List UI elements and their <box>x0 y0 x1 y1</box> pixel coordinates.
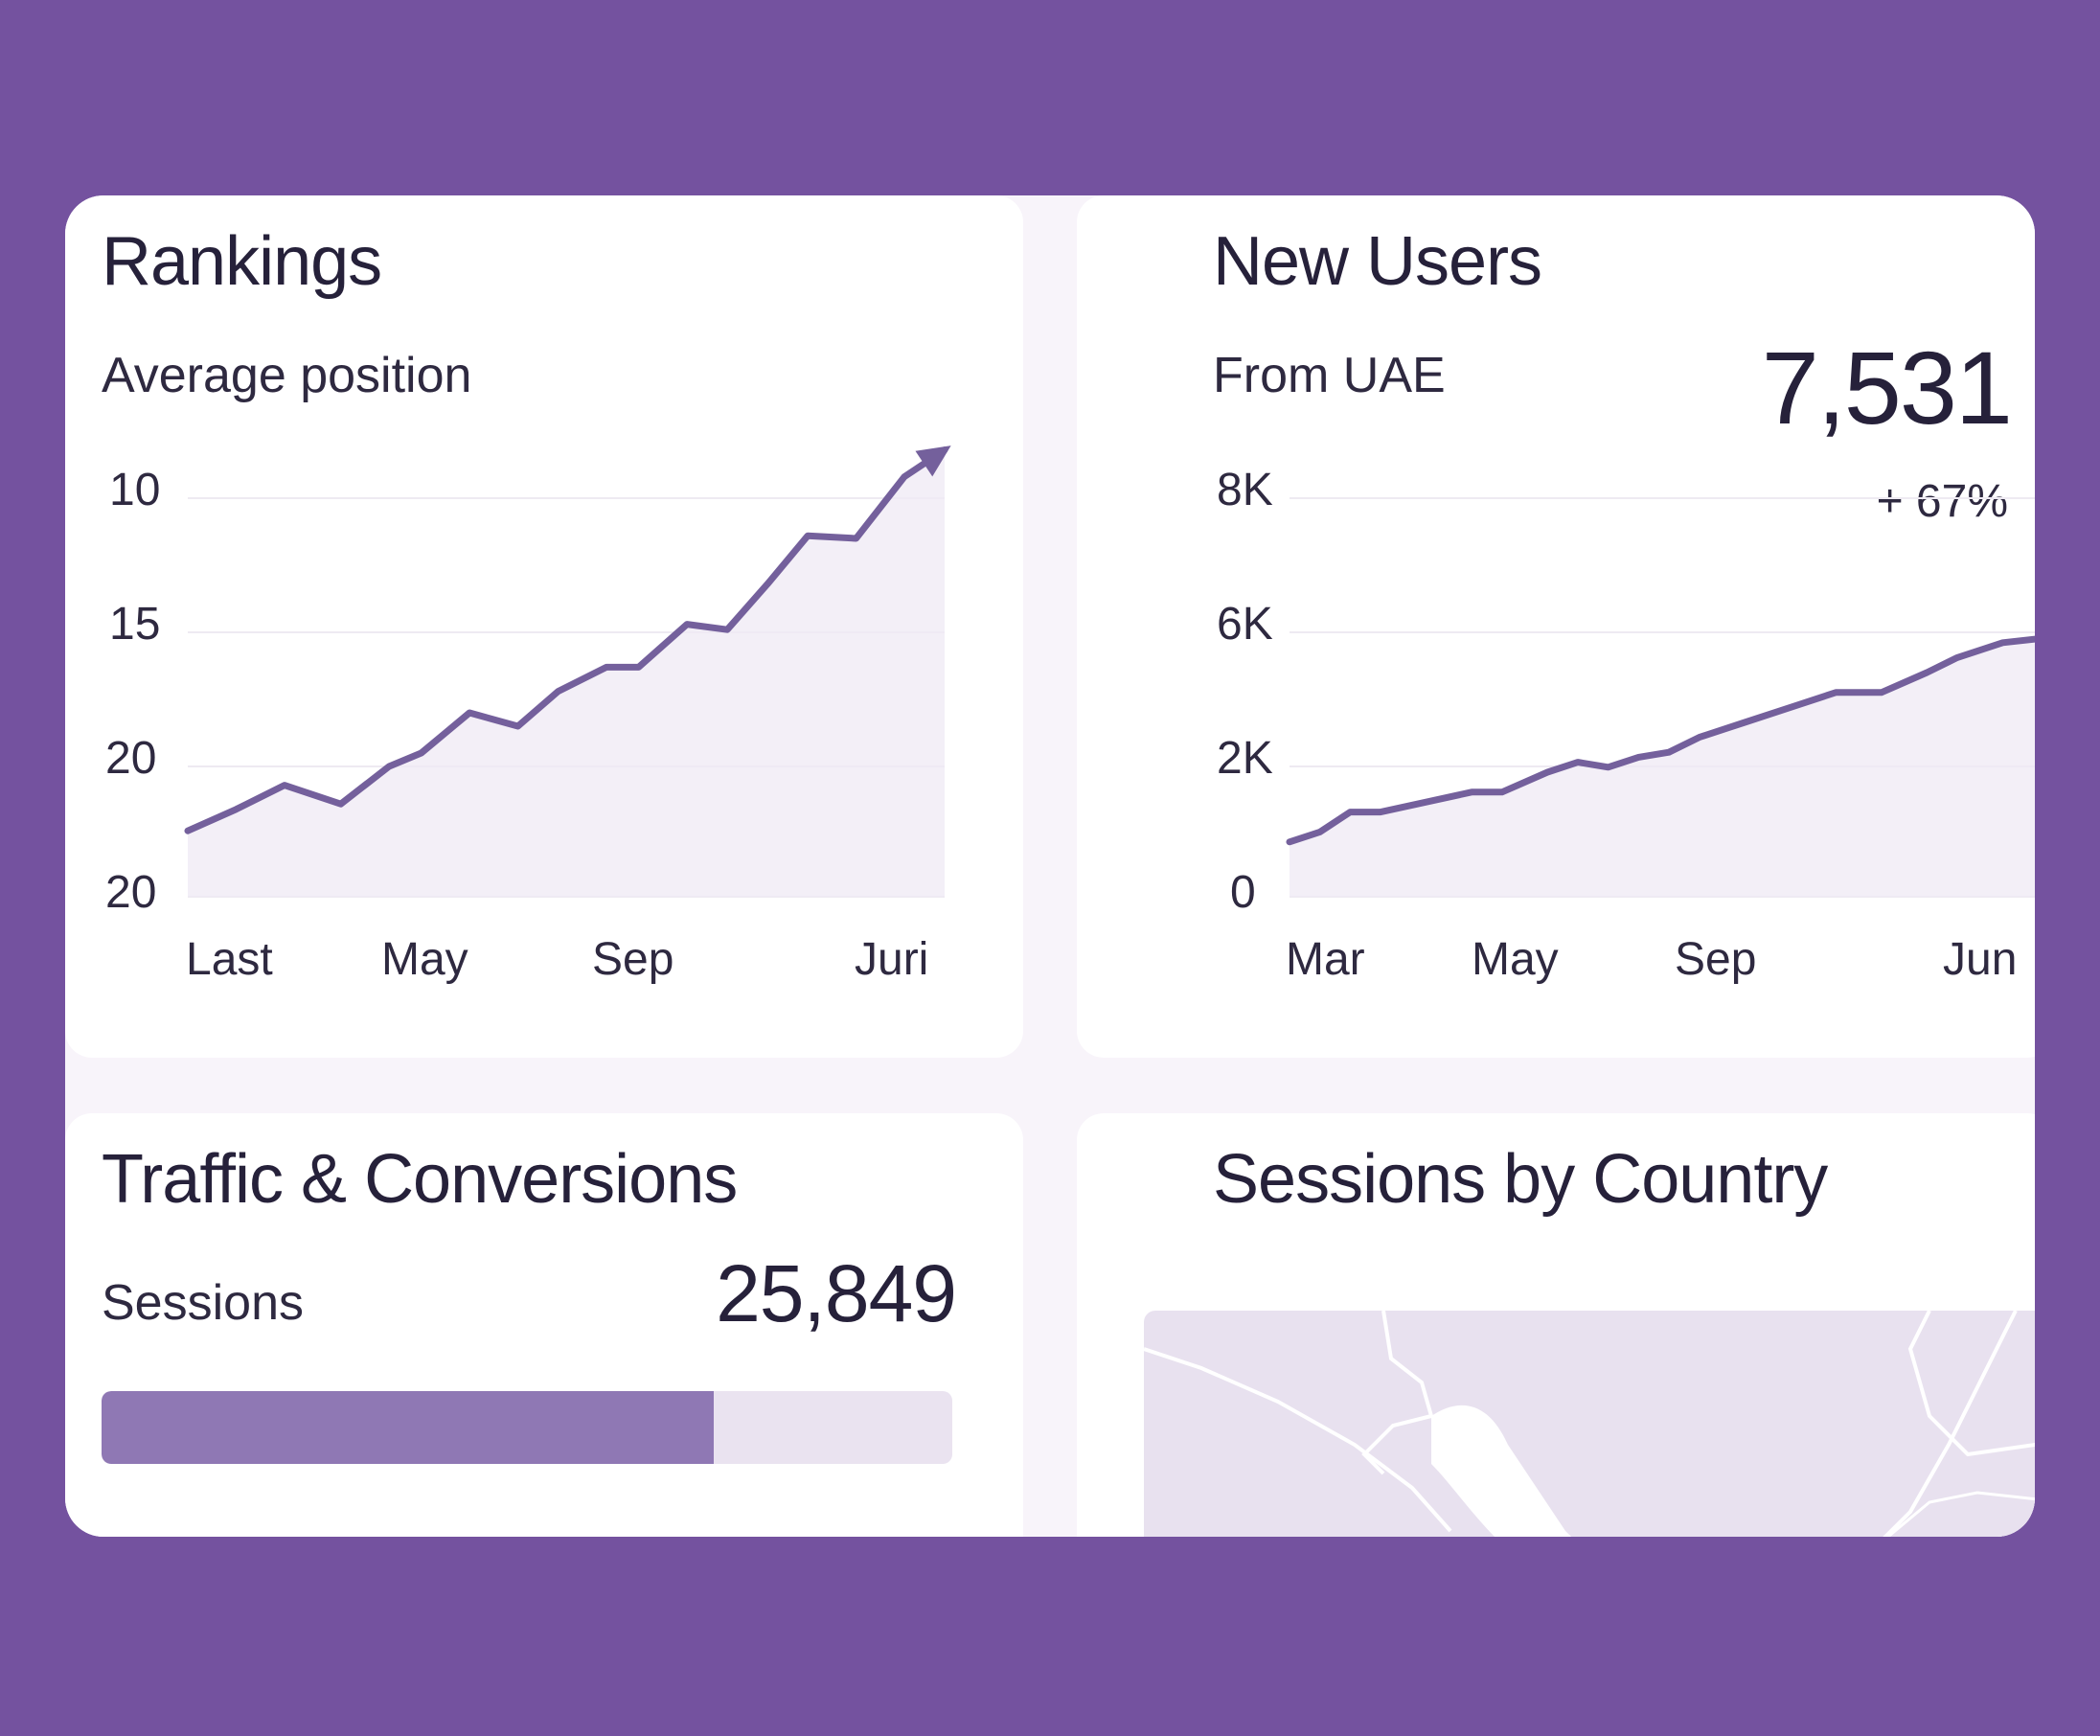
rankings-y-tick: 15 <box>109 599 161 650</box>
traffic-card[interactable]: Traffic & Conversions Sessions 25,849 <box>65 1113 1023 1537</box>
rankings-y-tick: 10 <box>109 465 161 515</box>
new-users-point <box>1469 788 1475 795</box>
new-users-point <box>1605 764 1611 770</box>
rankings-point <box>902 473 907 480</box>
map-shapes <box>1144 1311 2035 1537</box>
new-users-y-tick: 0 <box>1230 867 1256 918</box>
new-users-x-tick: Mar <box>1286 934 1365 985</box>
new-users-x-tick: Sep <box>1675 934 1757 985</box>
dashboard-frame: Rankings Average position 10 15 20 20 La… <box>65 195 2035 1537</box>
rankings-point <box>635 664 642 671</box>
new-users-y-tick: 6K <box>1217 599 1273 650</box>
rankings-point <box>185 828 191 834</box>
rankings-y-tick: 20 <box>105 867 157 918</box>
new-users-point <box>1316 829 1323 835</box>
new-users-point <box>1347 809 1354 815</box>
sessions-by-country-card[interactable]: Sessions by Country <box>1077 1113 2035 1537</box>
rankings-point <box>467 710 473 716</box>
rankings-x-tick: May <box>381 934 468 985</box>
rankings-title: Rankings <box>102 223 382 300</box>
rankings-point <box>604 664 609 671</box>
new-users-delta: + 67% <box>1876 476 2008 527</box>
new-users-point <box>1423 799 1429 806</box>
rankings-point <box>514 723 521 729</box>
rankings-point <box>765 581 771 587</box>
new-users-point <box>1635 754 1642 761</box>
new-users-x-tick: May <box>1472 934 1559 985</box>
new-users-subtitle: From UAE <box>1213 348 1446 403</box>
new-users-y-tick: 8K <box>1217 465 1273 515</box>
new-users-point <box>1833 689 1839 696</box>
new-users-title: New Users <box>1213 223 1542 300</box>
country-map[interactable] <box>1144 1311 2035 1537</box>
rankings-point <box>386 764 393 769</box>
map-border-line <box>1885 1491 2035 1537</box>
sessions-value: 25,849 <box>716 1248 957 1338</box>
new-users-point <box>1878 689 1884 696</box>
new-users-point <box>1544 769 1551 775</box>
rankings-point <box>684 621 691 628</box>
new-users-point <box>1666 749 1672 756</box>
rankings-area <box>188 449 945 897</box>
sessions-by-country-title: Sessions by Country <box>1213 1141 1828 1218</box>
map-border-line <box>1907 1311 2035 1457</box>
new-users-point <box>1575 759 1581 765</box>
new-users-point <box>1924 670 1930 675</box>
map-border-line <box>1144 1347 1452 1533</box>
rankings-x-tick: Juri <box>855 934 929 985</box>
map-border-line <box>1361 1311 1434 1475</box>
new-users-point <box>1498 788 1505 795</box>
new-users-point <box>1999 639 2006 646</box>
new-users-point <box>1378 809 1383 815</box>
rankings-point <box>418 750 424 756</box>
rankings-point <box>724 627 731 633</box>
new-users-area <box>1290 639 2035 897</box>
new-users-point <box>1742 720 1748 725</box>
new-users-point <box>1954 654 1960 661</box>
new-users-x-tick: Jun <box>1943 934 2018 985</box>
rankings-x-tick: Last <box>186 934 273 985</box>
sessions-label: Sessions <box>102 1275 304 1331</box>
new-users-card[interactable]: New Users From UAE 7,531 + 67% 8K 6K 2K … <box>1077 195 2035 1058</box>
gulf-water-shape <box>1431 1405 1572 1537</box>
new-users-point <box>1787 704 1793 711</box>
new-users-point <box>1696 734 1702 741</box>
rankings-point <box>233 806 240 812</box>
rankings-card[interactable]: Rankings Average position 10 15 20 20 La… <box>65 195 1023 1058</box>
rankings-point <box>337 801 344 808</box>
rankings-chart <box>184 445 951 898</box>
sessions-progress-track <box>102 1391 952 1464</box>
rankings-subtitle: Average position <box>102 348 472 403</box>
rankings-point <box>281 782 287 788</box>
rankings-point <box>853 536 859 541</box>
rankings-point <box>805 533 811 539</box>
new-users-point <box>1287 838 1292 845</box>
map-border-line <box>1883 1311 2018 1537</box>
traffic-title: Traffic & Conversions <box>102 1141 738 1218</box>
rankings-x-tick: Sep <box>592 934 674 985</box>
new-users-y-tick: 2K <box>1217 733 1273 784</box>
new-users-chart <box>1286 497 2035 898</box>
rankings-line <box>184 446 948 834</box>
rankings-y-tick: 20 <box>105 733 157 784</box>
rankings-arrowhead <box>915 445 951 477</box>
rankings-point <box>555 688 561 695</box>
sessions-progress-fill <box>102 1391 715 1464</box>
new-users-value: 7,531 <box>1761 330 2013 445</box>
